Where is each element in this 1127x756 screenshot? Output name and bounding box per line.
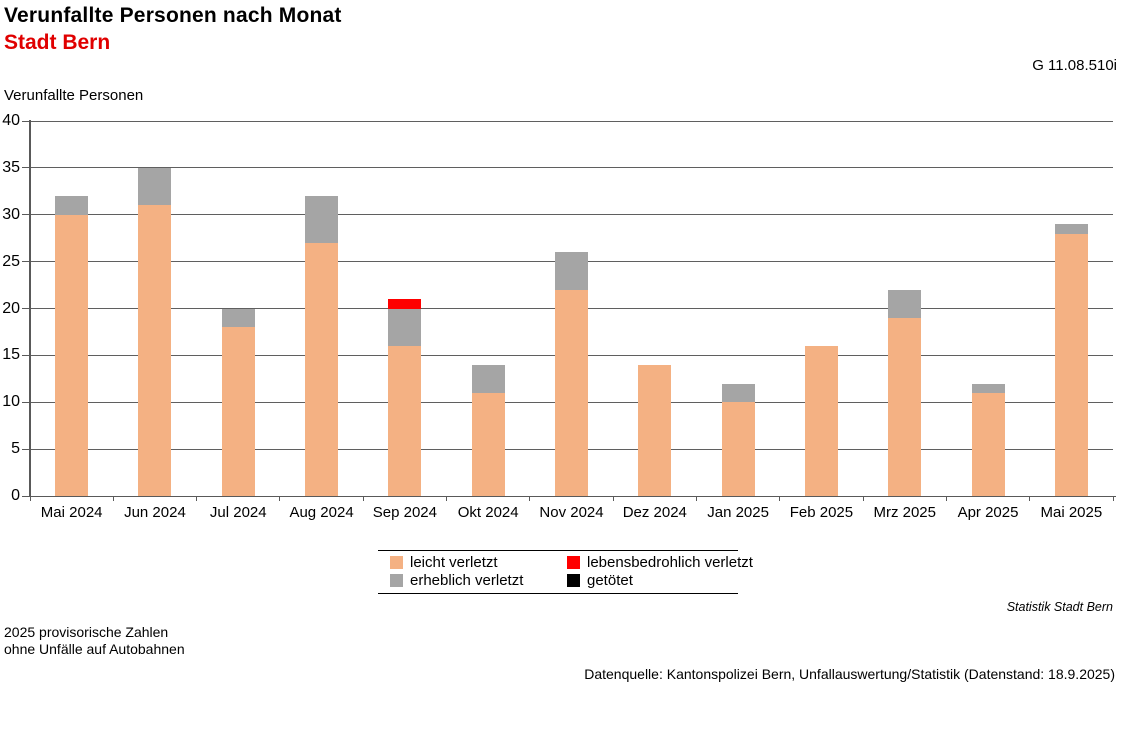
bar-segment — [305, 196, 339, 243]
attribution-note: Statistik Stadt Bern — [1006, 600, 1113, 614]
y-axis-tick — [22, 261, 30, 263]
x-axis-tick — [446, 496, 448, 501]
page-title: Verunfallte Personen nach Monat — [4, 4, 342, 27]
y-axis-tick-label: 25 — [2, 252, 20, 270]
legend-item: lebensbedrohlich verletzt — [567, 554, 753, 572]
x-axis-tick-label: Mai 2025 — [1040, 504, 1103, 521]
x-axis-tick — [112, 496, 114, 501]
bar-segment — [221, 308, 255, 328]
y-axis-tick — [22, 167, 30, 169]
y-axis-tick-label: 0 — [11, 487, 20, 504]
bar-segment — [388, 346, 422, 496]
y-axis-tick-label: 10 — [2, 393, 20, 411]
x-axis-tick — [279, 496, 281, 501]
x-axis-tick — [529, 496, 531, 501]
legend-swatch-icon — [567, 556, 580, 570]
bar-segment — [888, 289, 922, 318]
y-axis-tick-label: 20 — [2, 299, 20, 317]
gridline — [30, 120, 1113, 122]
bar-segment — [471, 392, 505, 496]
bar-segment — [555, 289, 588, 496]
bar-segment — [388, 299, 422, 309]
x-axis-tick-label: Nov 2024 — [539, 504, 604, 521]
bar-segment — [138, 205, 172, 496]
y-axis-tick — [22, 401, 30, 403]
chart-legend: leicht verletzt lebensbedrohlich verletzt… — [378, 550, 753, 594]
bar-segment — [721, 402, 755, 496]
data-source-note: Datenquelle: Kantonspolizei Bern, Unfall… — [584, 666, 1115, 682]
x-axis-tick — [779, 496, 781, 501]
y-axis-tick — [22, 448, 30, 450]
bar-segment — [55, 214, 89, 496]
bar-segment — [471, 364, 505, 393]
bar-segment — [1054, 224, 1088, 234]
y-axis-tick — [22, 120, 30, 122]
bar-segment — [638, 364, 672, 496]
y-axis-tick-label: 40 — [2, 112, 20, 129]
x-axis-tick-label: Dez 2024 — [622, 504, 687, 521]
legend-label: erheblich verletzt — [410, 571, 524, 589]
legend-item: erheblich verletzt — [390, 572, 567, 590]
x-axis-tick — [196, 496, 198, 501]
bar-segment — [804, 346, 838, 496]
y-axis-tick — [22, 308, 30, 309]
legend-swatch-icon — [567, 573, 580, 587]
stacked-bar-chart: 0 5 10 15 20 25 30 35 40 Mai 2024 Jun 2024 Jul 2024… — [2, 112, 1116, 521]
x-axis-tick — [862, 496, 864, 501]
legend-item: leicht verletzt — [390, 554, 567, 572]
x-axis-tick — [612, 496, 614, 501]
x-axis-tick — [1112, 496, 1114, 501]
x-axis-tick-label: Mai 2024 — [40, 504, 103, 521]
bar-segment — [971, 383, 1005, 393]
legend-item: getötet — [567, 572, 753, 590]
x-axis-tick-label: Mrz 2025 — [873, 504, 936, 521]
x-axis-tick — [695, 496, 697, 501]
legend-label: leicht verletzt — [410, 554, 498, 571]
x-axis-tick-label: Sep 2024 — [372, 504, 437, 521]
x-axis-tick-label: Jun 2024 — [124, 504, 186, 521]
y-axis-tick — [22, 354, 30, 356]
x-axis-tick — [945, 496, 947, 501]
x-axis-line — [29, 495, 1116, 497]
gridline — [30, 214, 1113, 216]
bar-segment — [555, 252, 588, 290]
y-axis-tick-label: 15 — [2, 346, 20, 364]
x-axis-tick-label: Jan 2025 — [707, 504, 769, 521]
x-axis-tick-label: Aug 2024 — [289, 504, 354, 521]
bar-segment — [388, 308, 422, 346]
y-axis-tick-label: 5 — [11, 440, 20, 458]
bar-segment — [1054, 233, 1088, 496]
y-axis-tick — [22, 214, 30, 216]
bar-segment — [888, 317, 922, 496]
bar-segment — [721, 383, 755, 403]
bar-segment — [971, 392, 1005, 496]
x-axis-tick-label: Feb 2025 — [789, 504, 854, 521]
x-axis-tick-label: Okt 2024 — [457, 504, 519, 521]
y-axis-title: Verunfallte Personen — [4, 87, 144, 104]
legend-swatch-icon — [390, 573, 403, 587]
legend-label: lebensbedrohlich verletzt — [587, 554, 753, 571]
x-axis-tick-label: Jul 2024 — [209, 504, 267, 521]
bar-segment — [305, 242, 339, 496]
x-axis-tick-label: Apr 2025 — [957, 504, 1019, 521]
legend-swatch-icon — [390, 556, 403, 570]
gridline — [30, 167, 1113, 169]
y-axis-tick — [22, 495, 30, 497]
footnote-line: 2025 provisorische Zahlen — [4, 624, 169, 640]
y-axis-tick-label: 30 — [2, 205, 20, 223]
bar-segment — [221, 327, 255, 496]
legend-label: getötet — [587, 571, 633, 589]
bar-segment — [55, 196, 89, 215]
x-axis-tick — [362, 496, 364, 501]
page-subtitle: Stadt Bern — [4, 31, 111, 54]
footnote-line: ohne Unfälle auf Autobahnen — [4, 641, 185, 657]
x-axis-tick — [1029, 496, 1031, 501]
x-axis-tick — [29, 496, 31, 501]
y-axis-tick-label: 35 — [2, 158, 20, 176]
footnotes: 2025 provisorische Zahlen ohne Unfälle a… — [4, 624, 185, 658]
figure-code: G 11.08.510i — [1032, 57, 1117, 74]
bar-segment — [138, 167, 172, 206]
